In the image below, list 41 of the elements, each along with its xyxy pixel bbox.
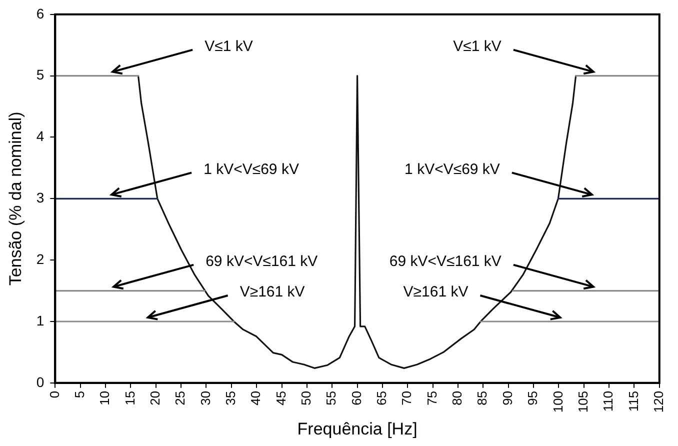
x-tick-label: 45	[273, 390, 288, 406]
x-tick-label: 120	[650, 390, 666, 413]
x-tick-label: 35	[222, 390, 238, 406]
annotation: 69 kV<V≤161 kV	[206, 252, 318, 270]
y-tick-label: 6	[36, 5, 44, 22]
annotation: V≤1 kV	[453, 38, 502, 55]
x-tick-label: 40	[248, 390, 264, 406]
y-tick-label: 3	[36, 190, 44, 206]
annotation: V≥161 kV	[403, 284, 468, 301]
x-tick-label: 110	[600, 390, 616, 412]
x-tick-label: 85	[474, 390, 490, 406]
y-axis-title: Tensão (% da nominal)	[6, 112, 25, 286]
x-tick-label: 25	[172, 390, 188, 406]
x-tick-label: 5	[72, 390, 87, 398]
x-tick-label: 105	[575, 390, 590, 413]
x-tick-label: 0	[46, 390, 62, 398]
x-tick-label: 15	[122, 390, 138, 406]
x-tick-label: 20	[147, 390, 162, 406]
x-tick-label: 50	[298, 390, 314, 406]
x-tick-label: 55	[324, 390, 339, 406]
x-tick-label: 100	[550, 390, 566, 413]
annotation: 1 kV<V≤69 kV	[204, 160, 299, 178]
annotation: 69 kV<V≤161 kV	[389, 252, 502, 270]
y-tick-label: 1	[36, 312, 44, 328]
x-tick-label: 60	[348, 390, 364, 406]
x-axis-title: Frequência [Hz]	[297, 419, 418, 438]
x-tick-label: 65	[374, 390, 390, 406]
x-tick-label: 115	[626, 390, 641, 412]
x-tick-label: 70	[399, 390, 414, 406]
x-tick-label: 10	[97, 390, 112, 406]
x-tick-label: 95	[525, 390, 540, 406]
x-tick-label: 30	[198, 390, 213, 406]
annotation: 1 kV<V≤69 kV	[404, 160, 500, 178]
annotation: V≤1 kV	[204, 38, 253, 55]
annotation: V≥161 kV	[240, 284, 305, 301]
y-tick-label: 2	[36, 250, 44, 267]
y-tick-label: 4	[36, 128, 44, 144]
x-tick-label: 75	[424, 390, 440, 406]
y-tick-label: 5	[36, 66, 44, 83]
x-tick-label: 90	[500, 390, 515, 406]
x-tick-label: 80	[450, 390, 465, 406]
